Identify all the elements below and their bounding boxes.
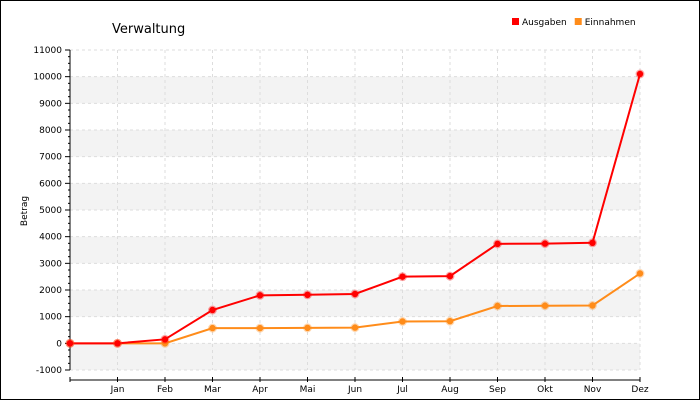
data-point-ausgaben <box>65 338 75 348</box>
grid-lines <box>70 49 641 371</box>
y-axis-label: Betrag <box>20 196 30 226</box>
data-point-einnahmen <box>540 301 550 311</box>
data-point-einnahmen <box>303 323 312 333</box>
data-point-einnahmen <box>445 316 455 326</box>
x-axis: Jan Feb Mar Apr Mai Jun Jul Aug Sep Okt Nov Dez <box>69 377 649 395</box>
data-point-einnahmen <box>588 301 597 310</box>
x-tick-label: Jun <box>347 385 362 395</box>
legend-swatch <box>512 18 519 25</box>
y-tick-label: 6000 <box>39 179 62 189</box>
chart-title: Verwaltung <box>112 22 185 37</box>
y-tick-label: 8000 <box>39 126 62 136</box>
x-tick-label: Apr <box>252 385 268 395</box>
legend: Ausgaben Einnahmen <box>512 18 636 28</box>
y-tick-label: 0 <box>56 339 62 349</box>
data-point-ausgaben <box>113 338 122 348</box>
y-tick-label: 9000 <box>39 99 62 109</box>
data-point-ausgaben <box>398 272 407 282</box>
data-point-einnahmen <box>398 317 407 326</box>
data-point-ausgaben <box>303 290 312 300</box>
data-point-einnahmen <box>255 323 265 333</box>
x-tick-label: Feb <box>157 385 173 395</box>
data-point-einnahmen <box>493 301 502 311</box>
series-points <box>65 69 645 348</box>
data-point-einnahmen <box>208 323 217 333</box>
data-point-einnahmen <box>635 269 645 278</box>
x-tick-label: Aug <box>441 385 459 395</box>
y-axis: -1000 0 1000 2000 3000 4000 5000 6000 7000 8000 90… <box>33 46 71 376</box>
legend-label: Ausgaben <box>522 18 567 28</box>
data-point-ausgaben <box>445 271 455 281</box>
y-tick-label: 11000 <box>33 46 62 56</box>
y-tick-label: 2000 <box>39 286 62 296</box>
x-tick-label: Mai <box>300 385 316 395</box>
x-tick-label: Jan <box>110 385 125 395</box>
y-tick-label: 5000 <box>39 206 62 216</box>
y-tick-label: 7000 <box>39 153 62 163</box>
x-tick-label: Nov <box>584 385 602 395</box>
y-tick-label: 3000 <box>39 259 62 269</box>
data-point-ausgaben <box>493 239 502 249</box>
data-point-ausgaben <box>540 239 550 249</box>
x-tick-label: Dez <box>631 385 648 395</box>
x-tick-label: Sep <box>489 385 506 395</box>
data-point-ausgaben <box>160 334 170 344</box>
y-tick-label: 4000 <box>39 233 62 243</box>
legend-swatch <box>574 18 582 25</box>
data-point-einnahmen <box>350 323 360 333</box>
y-tick-label: -1000 <box>36 366 62 376</box>
data-point-ausgaben <box>350 289 360 299</box>
data-point-ausgaben <box>255 290 265 300</box>
x-tick-label: Jul <box>396 385 408 395</box>
legend-label: Einnahmen <box>585 18 636 28</box>
data-point-ausgaben <box>588 238 597 248</box>
y-tick-label: 1000 <box>39 313 62 323</box>
data-point-ausgaben <box>208 305 217 315</box>
x-tick-label: Mar <box>204 385 221 395</box>
y-tick-label: 10000 <box>33 73 62 83</box>
data-point-ausgaben <box>635 69 645 79</box>
x-tick-label: Okt <box>537 385 553 395</box>
